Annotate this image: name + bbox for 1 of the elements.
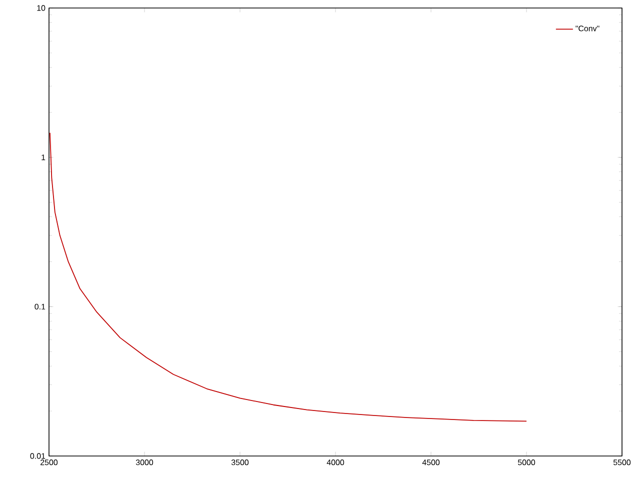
line-series xyxy=(50,132,527,422)
